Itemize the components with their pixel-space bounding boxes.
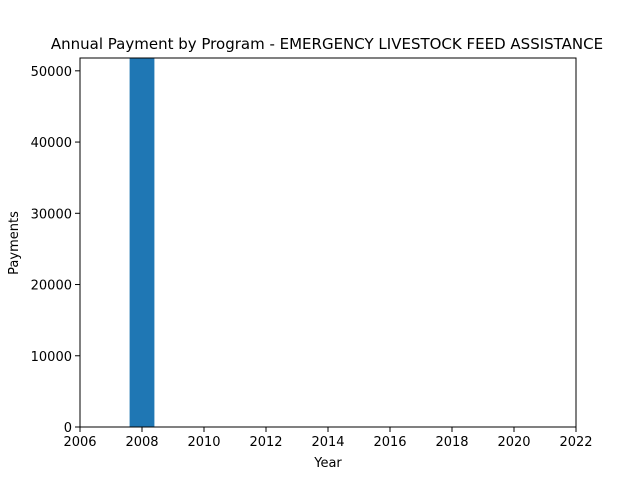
y-axis-label: Payments — [7, 211, 22, 275]
plot-frame — [79, 57, 577, 428]
x-axis-ticks: 2006 2008 2010 2012 2014 2016 2018 2020 2022 — [63, 427, 593, 450]
bars-group — [129, 58, 155, 427]
x-tick-label-2014: 2014 — [311, 435, 344, 450]
y-tick-label-30000: 30000 — [31, 207, 72, 222]
y-tick-label-40000: 40000 — [31, 136, 72, 151]
y-tick-label-10000: 10000 — [31, 350, 72, 365]
x-tick-label-2020: 2020 — [497, 435, 530, 450]
x-tick-label-2016: 2016 — [373, 435, 406, 450]
x-tick-label-2006: 2006 — [63, 435, 96, 450]
bar-2008 — [129, 58, 155, 427]
y-axis-ticks: 0 10000 20000 30000 40000 50000 — [31, 65, 80, 436]
x-tick-label-2022: 2022 — [559, 435, 592, 450]
x-tick-label-2012: 2012 — [249, 435, 282, 450]
chart-title: Annual Payment by Program - EMERGENCY LI… — [51, 35, 603, 53]
y-tick-label-0: 0 — [64, 421, 72, 436]
x-tick-label-2018: 2018 — [435, 435, 468, 450]
x-tick-label-2010: 2010 — [187, 435, 220, 450]
x-axis-label: Year — [313, 456, 342, 471]
y-tick-label-20000: 20000 — [31, 279, 72, 294]
y-tick-label-50000: 50000 — [31, 65, 72, 80]
x-tick-label-2008: 2008 — [125, 435, 158, 450]
